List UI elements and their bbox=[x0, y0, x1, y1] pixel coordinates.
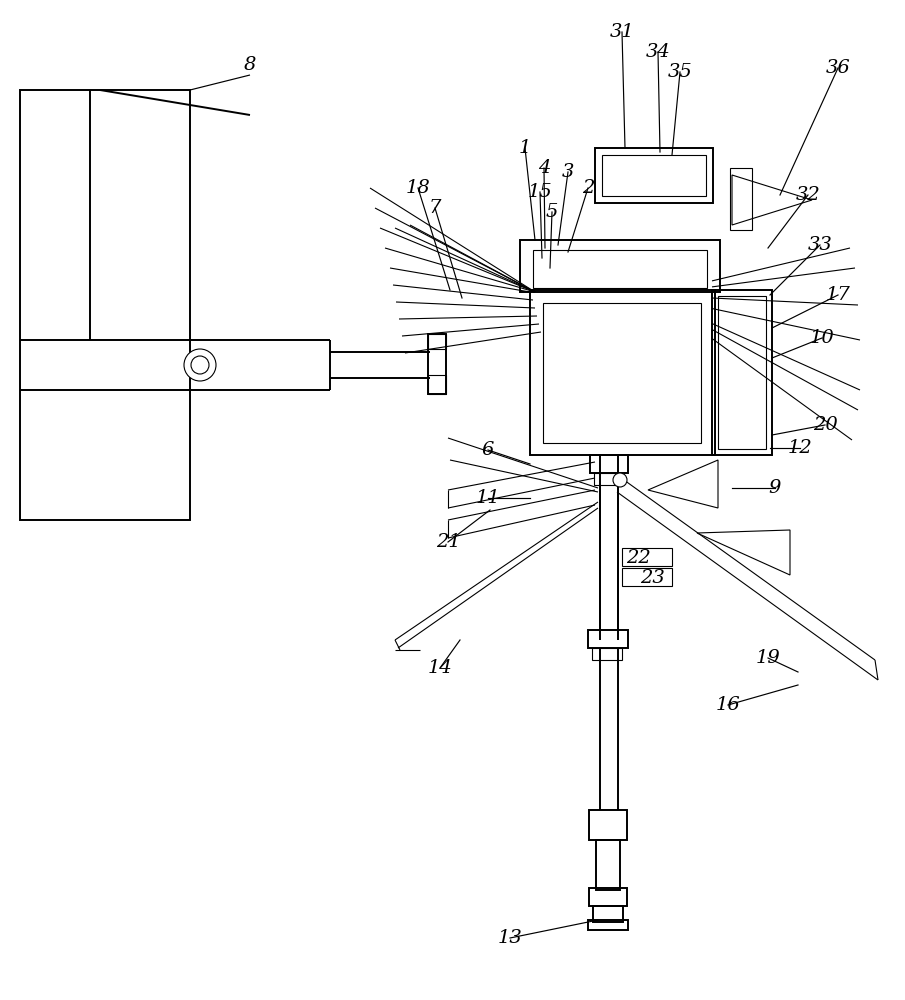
Bar bbox=[589, 888, 627, 906]
Bar bbox=[590, 455, 628, 473]
Bar bbox=[593, 906, 623, 922]
Bar bbox=[533, 250, 707, 288]
Text: 22: 22 bbox=[625, 549, 651, 567]
Text: 4: 4 bbox=[538, 159, 550, 177]
Text: 15: 15 bbox=[528, 183, 552, 201]
Bar bbox=[596, 840, 620, 890]
Text: 36: 36 bbox=[825, 59, 851, 77]
Text: 5: 5 bbox=[546, 203, 558, 221]
Bar bbox=[718, 296, 766, 449]
Text: 19: 19 bbox=[756, 649, 780, 667]
Text: 16: 16 bbox=[716, 696, 740, 714]
Polygon shape bbox=[648, 460, 718, 508]
Text: 17: 17 bbox=[825, 286, 851, 304]
Circle shape bbox=[613, 473, 627, 487]
Bar bbox=[428, 334, 446, 349]
Text: 21: 21 bbox=[435, 533, 461, 551]
Bar bbox=[520, 240, 720, 292]
Circle shape bbox=[191, 356, 209, 374]
Bar bbox=[602, 155, 706, 196]
Bar bbox=[428, 334, 446, 394]
Bar bbox=[594, 473, 622, 485]
Bar bbox=[543, 303, 701, 443]
Text: 2: 2 bbox=[582, 179, 595, 197]
Text: 18: 18 bbox=[405, 179, 431, 197]
Text: 10: 10 bbox=[810, 329, 834, 347]
Circle shape bbox=[184, 349, 216, 381]
Bar bbox=[428, 375, 446, 394]
Text: 8: 8 bbox=[243, 56, 256, 74]
Text: 3: 3 bbox=[562, 163, 574, 181]
Text: 20: 20 bbox=[813, 416, 837, 434]
Text: 14: 14 bbox=[428, 659, 452, 677]
Text: 33: 33 bbox=[807, 236, 833, 254]
Text: 31: 31 bbox=[610, 23, 634, 41]
Bar bbox=[588, 630, 628, 648]
Polygon shape bbox=[732, 175, 812, 225]
Bar bbox=[20, 90, 190, 520]
Text: 32: 32 bbox=[795, 186, 820, 204]
Text: 6: 6 bbox=[481, 441, 494, 459]
Text: 12: 12 bbox=[787, 439, 813, 457]
Bar bbox=[730, 168, 752, 230]
Bar bbox=[622, 548, 672, 566]
Text: 11: 11 bbox=[476, 489, 500, 507]
Bar bbox=[595, 148, 713, 203]
Bar bbox=[622, 568, 672, 586]
Bar bbox=[592, 648, 622, 660]
Text: 9: 9 bbox=[769, 479, 781, 497]
Text: 35: 35 bbox=[668, 63, 692, 81]
Text: 23: 23 bbox=[640, 569, 664, 587]
Bar bbox=[588, 920, 628, 930]
Text: 34: 34 bbox=[645, 43, 671, 61]
Polygon shape bbox=[697, 530, 790, 575]
Bar bbox=[589, 810, 627, 840]
Text: 13: 13 bbox=[498, 929, 522, 947]
Bar bbox=[712, 290, 772, 455]
Text: 7: 7 bbox=[429, 199, 442, 217]
Bar bbox=[530, 290, 715, 455]
Text: 1: 1 bbox=[519, 139, 531, 157]
